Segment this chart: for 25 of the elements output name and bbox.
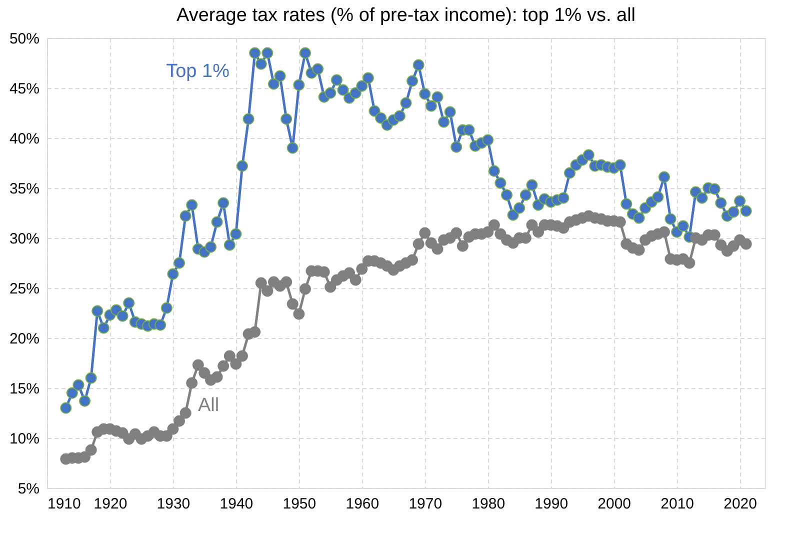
x-tick-label: 1950 [282, 496, 316, 512]
y-tick-label: 50% [9, 30, 40, 48]
x-tick-label: 1910 [48, 496, 81, 512]
series-label: All [198, 394, 220, 416]
y-tick-label: 25% [9, 280, 40, 298]
y-tick-label: 40% [9, 130, 40, 148]
x-tick-label: 1940 [220, 496, 254, 512]
y-tick-label: 10% [9, 430, 40, 448]
x-tick-label: 1980 [472, 496, 506, 512]
y-tick-label: 30% [9, 230, 40, 248]
x-tick-label: 2000 [598, 496, 632, 512]
chart-title: Average tax rates (% of pre-tax income): top 1% vs. all [176, 5, 636, 26]
x-tick-label: 1920 [94, 496, 128, 512]
y-tick-label: 5% [18, 480, 40, 498]
y-tick-label: 35% [9, 180, 40, 198]
x-tick-label: 1970 [408, 496, 442, 512]
x-tick-label: 1990 [534, 496, 568, 512]
y-tick-label: 15% [9, 380, 40, 398]
x-tick-label: 2010 [660, 496, 694, 512]
y-tick-label: 20% [9, 330, 40, 348]
series-label: Top 1% [166, 60, 230, 82]
y-tick-label: 45% [9, 80, 40, 98]
x-tick-label: 1930 [156, 496, 190, 512]
x-tick-label: 2020 [724, 496, 757, 512]
x-tick-label: 1960 [346, 496, 380, 512]
